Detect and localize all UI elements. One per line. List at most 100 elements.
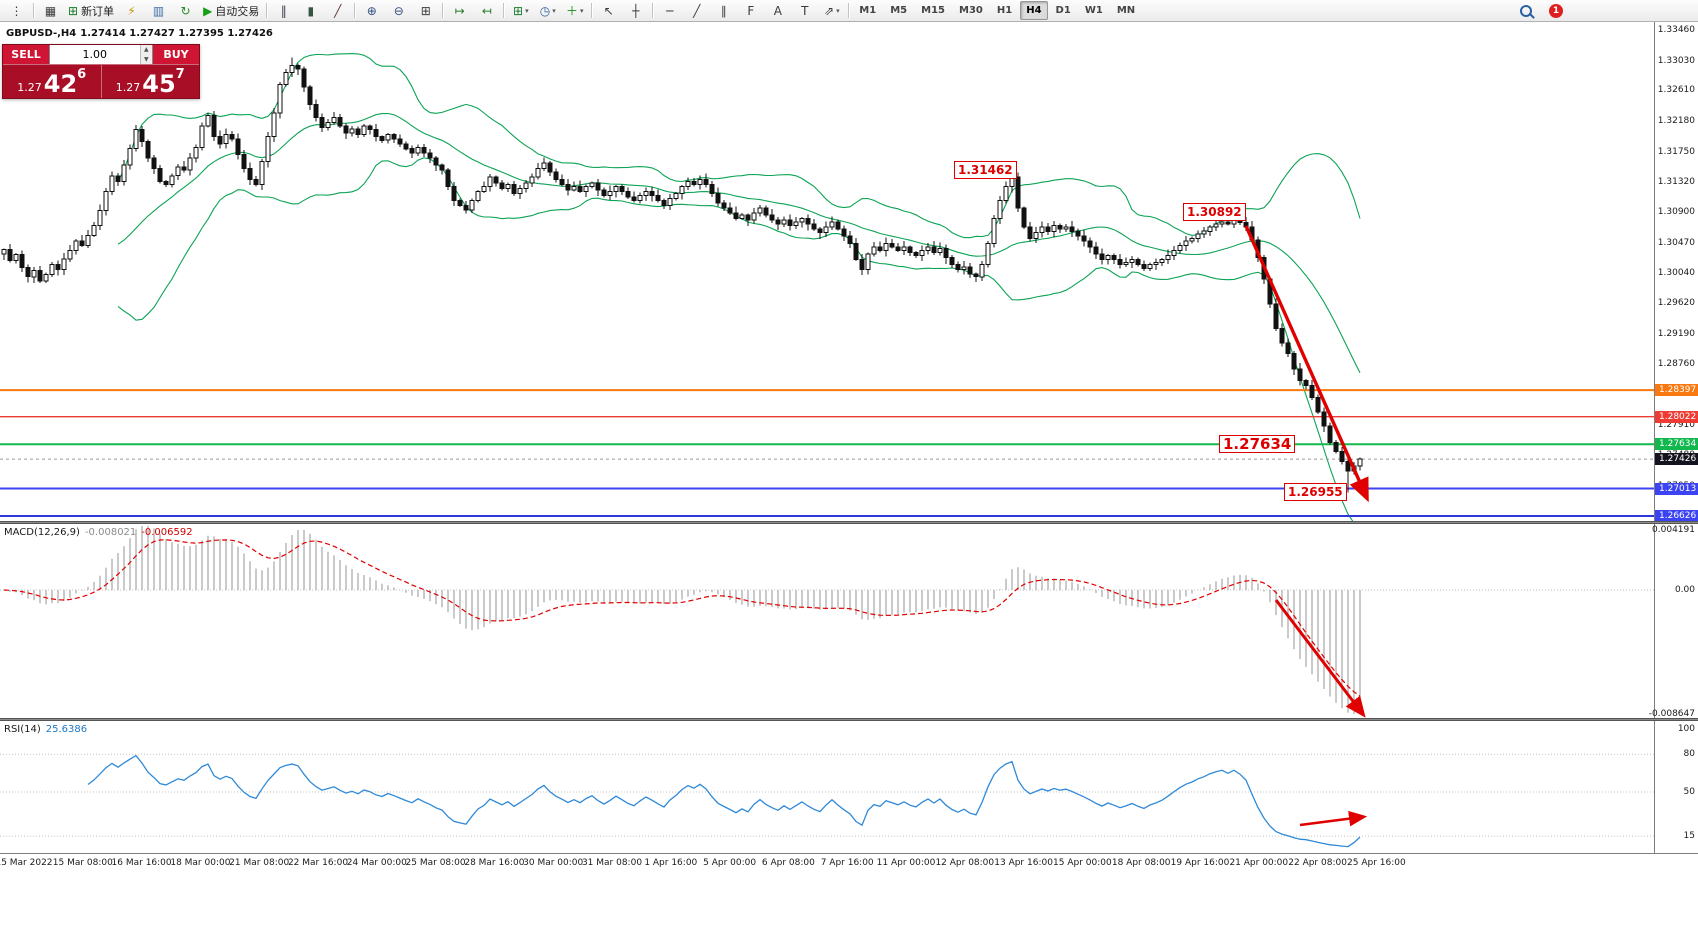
bollinger-lower-band: [117, 157, 1354, 521]
lot-increase-button[interactable]: ▲: [140, 45, 152, 55]
price-axis-highlight-1.27426: 1.27426: [1655, 453, 1698, 466]
chevron-down-icon: ▾: [552, 6, 556, 15]
price-axis-label: 1.30040: [1657, 268, 1695, 279]
chevron-down-icon: ▾: [525, 6, 529, 15]
time-axis[interactable]: 15 Mar 2022 15 Mar 08:00 16 Mar 16:00 18 Ma…: [0, 855, 1698, 875]
timeframe-d1-button[interactable]: D1: [1055, 5, 1071, 16]
auto-scroll-button[interactable]: ↦: [447, 0, 472, 21]
price-axis-label: 1.33460: [1657, 24, 1695, 35]
refresh-button[interactable]: ↻: [173, 0, 198, 21]
zoom-out-button[interactable]: ⊖: [386, 0, 411, 21]
search-button[interactable]: [1513, 1, 1538, 22]
timeframe-w1-button[interactable]: W1: [1084, 5, 1103, 16]
price-axis-highlight-1.26626: 1.26626: [1655, 510, 1698, 523]
channel-icon: ∥: [720, 3, 727, 18]
trend-arrow[interactable]: [1274, 599, 1366, 718]
toolbar-separator: [354, 3, 356, 18]
macd-panel-canvas[interactable]: [0, 524, 1654, 718]
text-button[interactable]: A: [765, 0, 790, 21]
trend-arrow[interactable]: [1299, 810, 1368, 827]
fibonacci-button[interactable]: F: [738, 0, 763, 21]
lot-decrease-button[interactable]: ▼: [140, 54, 152, 64]
timeframe-h1-button[interactable]: H1: [996, 5, 1013, 16]
buy-price-big: 45: [142, 70, 176, 98]
sell-price-sup: 6: [77, 67, 87, 82]
price-annotation[interactable]: 1.31462: [954, 161, 1017, 179]
sell-price-display[interactable]: 1.27 42 6: [3, 65, 101, 98]
toolbar-separator: [33, 3, 34, 18]
horizontal-line-button[interactable]: ─: [657, 0, 682, 21]
time-axis-label: 22 Mar 16:00: [287, 858, 349, 868]
new-chart-button[interactable]: ⊞ ▾: [508, 0, 533, 21]
equidistant-channel-button[interactable]: ∥: [711, 0, 736, 21]
autotrading-button[interactable]: ▶ 自动交易: [200, 0, 262, 21]
price-axis[interactable]: 1.33460 1.33030 1.32610 1.32180 1.31750 1.313…: [1655, 22, 1698, 523]
trendline-button[interactable]: ╱: [684, 0, 709, 21]
time-axis-label: 18 Mar 00:00: [170, 858, 231, 868]
candle-chart-icon: ▮: [307, 3, 315, 18]
expert-advisors-button[interactable]: ⚡: [119, 0, 144, 21]
rsi-panel-canvas[interactable]: [0, 721, 1654, 853]
timeframe-m30-button[interactable]: M30: [959, 5, 983, 16]
time-axis-label: 24 Mar 00:00: [346, 858, 407, 868]
rsi-axis-label: 80: [1683, 749, 1695, 760]
time-axis-label: 15 Mar 08:00: [52, 858, 113, 868]
trade-panel-prices: 1.27 42 6 1.27 45 7: [3, 65, 199, 98]
buy-price-display[interactable]: 1.27 45 7: [102, 65, 200, 98]
horizontal-level-lines[interactable]: [0, 389, 1654, 517]
tile-windows-button[interactable]: ⊞: [413, 0, 438, 21]
lot-size-input[interactable]: [50, 45, 140, 64]
candlestick-chart-button[interactable]: ▮: [298, 0, 323, 21]
chevron-down-icon: ▾: [836, 6, 840, 15]
timeframe-m1-button[interactable]: M1: [859, 5, 877, 16]
price-annotation[interactable]: 1.27634: [1219, 435, 1296, 453]
text-label-button[interactable]: T: [792, 0, 817, 21]
toolbar-grip: ⋮: [4, 0, 29, 21]
trend-arrow[interactable]: [1244, 225, 1369, 503]
lightning-icon: ⚡: [127, 3, 136, 18]
time-axis-label: 6 Apr 08:00: [761, 858, 815, 868]
timeframe-h4-button[interactable]: H4: [1020, 1, 1048, 20]
charts-button[interactable]: ▦: [38, 0, 63, 21]
timeframe-m15-button[interactable]: M15: [921, 5, 946, 16]
price-annotation[interactable]: 1.30892: [1183, 203, 1246, 221]
cursor-button[interactable]: ↖: [596, 0, 621, 21]
time-axis-label: 15 Apr 00:00: [1053, 858, 1112, 868]
rsi-line: [87, 754, 1361, 848]
price-chart-canvas[interactable]: [0, 22, 1654, 521]
crosshair-button[interactable]: ┼: [623, 0, 648, 21]
buy-button[interactable]: BUY: [153, 45, 199, 64]
macd-axis-label: 0.004191: [1652, 524, 1695, 535]
timeframe-mn-button[interactable]: MN: [1116, 5, 1136, 16]
chart-shift-button[interactable]: ↤: [474, 0, 499, 21]
period-icon: ◷: [539, 3, 551, 18]
trendline-icon: ╱: [693, 3, 701, 18]
one-click-trading-panel: SELL ▲ ▼ BUY 1.27 42 6 1.27 45 7: [2, 44, 200, 99]
new-order-icon: ⊞: [68, 3, 79, 18]
price-axis-label: 1.32180: [1657, 116, 1695, 126]
panel-separator[interactable]: [0, 718, 1698, 721]
time-axis-label: 18 Apr 08:00: [1111, 858, 1171, 868]
arrows-button[interactable]: ⇗ ▾: [819, 0, 844, 21]
indicators-button[interactable]: ＋ ▾: [562, 0, 587, 21]
rsi-axis-label: 50: [1683, 787, 1695, 797]
line-chart-button[interactable]: ╱: [325, 0, 350, 21]
panel-separator[interactable]: [0, 521, 1698, 524]
price-axis-label: 1.32610: [1657, 85, 1695, 96]
bar-chart-icon: ‖: [280, 3, 287, 18]
buy-price-prefix: 1.27: [115, 81, 141, 94]
sell-button[interactable]: SELL: [3, 45, 49, 64]
zoom-in-button[interactable]: ⊕: [359, 0, 384, 21]
price-axis-label: 1.29620: [1657, 298, 1695, 309]
bar-chart-button[interactable]: ‖: [271, 0, 296, 21]
notification-badge[interactable]: 1: [1549, 4, 1563, 18]
timeframe-m5-button[interactable]: M5: [890, 5, 908, 16]
price-annotation[interactable]: 1.26955: [1284, 483, 1347, 501]
profiles-button[interactable]: ▥: [146, 0, 171, 21]
periods-button[interactable]: ◷ ▾: [535, 0, 560, 21]
time-axis-label: 15 Mar 2022: [0, 858, 53, 868]
sell-price-big: 42: [43, 70, 78, 98]
macd-main-value: -0.008021: [84, 527, 137, 538]
time-axis-label: 5 Apr 00:00: [703, 858, 757, 868]
new-order-button[interactable]: ⊞ 新订单: [65, 0, 117, 21]
